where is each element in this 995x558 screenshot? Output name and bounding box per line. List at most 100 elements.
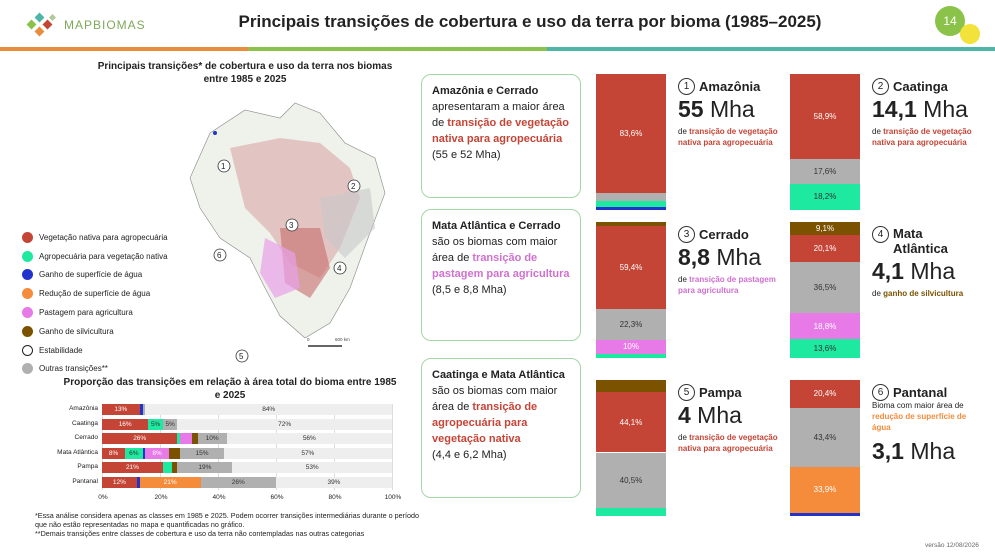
footnote-line: *Essa análise considera apenas as classe…	[35, 511, 419, 529]
svg-text:6: 6	[217, 251, 222, 260]
hchart-segment: 5%	[162, 418, 178, 430]
hchart-segment: 12%	[102, 476, 137, 488]
tick-label: 60%	[270, 494, 284, 501]
hchart-segment: 6%	[125, 447, 143, 459]
biome-bar-segment: 13,6%	[790, 339, 860, 358]
biome-bar-segment	[790, 512, 860, 516]
biome-heading: 4 Mata Atlântica	[872, 226, 972, 256]
biome-bar-segment: 20,1%	[790, 234, 860, 263]
biome-bar-segment: 36,5%	[790, 262, 860, 314]
biome-bar-segment: 59,4%	[596, 226, 666, 309]
header-divider	[0, 47, 995, 51]
biome-value-unit: Mha	[690, 402, 742, 428]
legend-label: Ganho de silvicultura	[39, 326, 114, 336]
biome-value: 3,1 Mha	[872, 438, 955, 465]
desc-prefix: de	[872, 127, 884, 136]
svg-text:3: 3	[289, 221, 294, 230]
map-scale-bar: 0 600 km	[307, 337, 350, 347]
hchart-segment-stable: 84%	[145, 404, 392, 415]
hchart-segment	[162, 462, 172, 473]
legend-swatch	[22, 288, 33, 300]
biome-description: de transição de vegetação nativa para ag…	[872, 126, 974, 148]
hchart-segment-stable: 53%	[232, 462, 392, 473]
hchart-segment	[139, 404, 143, 415]
biome-value-unit: Mha	[703, 96, 755, 122]
legend-swatch	[22, 269, 33, 281]
desc-highlight: redução de superfície de água	[872, 412, 967, 432]
hchart-segment: 10%	[197, 433, 227, 444]
footnote-line: **Demais transições entre classes de cob…	[35, 529, 365, 538]
legend-item: Agropecuária para vegetação nativa	[22, 247, 168, 266]
biome-bar-segment	[596, 206, 666, 210]
biome-name: Pampa	[699, 385, 742, 400]
legend-item: Outras transições**	[22, 360, 168, 379]
biome-bar-mata-atlântica: 9,1% 20,1% 36,5% 18,8% 13,6%	[790, 222, 860, 358]
biome-bar-segment: 17,6%	[790, 158, 860, 184]
biome-value-number: 8,8	[678, 244, 710, 270]
biome-heading: 2 Caatinga	[872, 78, 948, 95]
biome-value-number: 4	[678, 402, 691, 428]
map-markers: 1 2 3 4 5 6	[213, 159, 361, 363]
card-amazonia-cerrado: Amazônia e Cerrado apresentaram a maior …	[421, 74, 581, 198]
biome-value: 14,1 Mha	[872, 96, 968, 123]
svg-text:2: 2	[351, 182, 356, 191]
hchart-row-label: Pampa	[77, 463, 98, 470]
hchart-row: 12% 21% 26% 39%	[102, 476, 392, 488]
biome-bar-segment: 18,8%	[790, 313, 860, 340]
biome-bar-segment	[596, 507, 666, 516]
card-highlight: transição de vegetação nativa para agrop…	[432, 117, 569, 145]
biome-bar-caatinga: 58,9% 17,6% 18,2%	[790, 74, 860, 210]
biome-number: 3	[678, 226, 695, 243]
svg-text:1: 1	[221, 162, 226, 171]
biome-bar-segment: 22,3%	[596, 308, 666, 340]
hchart-segment	[142, 447, 146, 459]
desc-highlight: ganho de silvicultura	[883, 289, 964, 298]
desc-prefix: de	[872, 289, 884, 298]
grid-line	[334, 404, 335, 490]
biome-bar-segment: 20,4%	[790, 380, 860, 408]
desc-highlight: transição de vegetação nativa para agrop…	[678, 127, 778, 147]
biome-bar-cerrado: 59,4% 22,3% 10%	[596, 222, 666, 358]
legend-item: Ganho de superfície de água	[22, 266, 168, 285]
desc-prefix: de	[678, 275, 690, 284]
legend-label: Vegetação nativa para agropecuária	[39, 232, 168, 242]
legend-item: Redução de superfície de água	[22, 284, 168, 303]
hchart-segment: 13%	[102, 404, 140, 415]
legend-label: Redução de superfície de água	[39, 289, 151, 299]
legend-item: Vegetação nativa para agropecuária	[22, 228, 168, 247]
hchart-segment: 19%	[177, 462, 233, 473]
biome-bar-pantanal: 20,4% 43,4% 33,9%	[790, 380, 860, 516]
legend-item: Pastagem para agricultura	[22, 303, 168, 322]
biome-heading: 3 Cerrado	[678, 226, 749, 243]
biome-description: de ganho de silvicultura	[872, 288, 974, 299]
legend-swatch	[22, 231, 33, 243]
hchart-segment	[191, 433, 198, 444]
biome-bar-segment: 43,4%	[790, 407, 860, 467]
hchart-row-label: Mata Atlântica	[57, 448, 98, 456]
legend-label: Pastagem para agricultura	[39, 308, 133, 318]
page-number-badge: 14	[935, 6, 965, 36]
card-bold: Caatinga e Mata Atlântica	[432, 369, 565, 381]
svg-text:600 km: 600 km	[335, 337, 350, 342]
hchart-segment-stable: 72%	[177, 418, 392, 430]
tick-label: 0%	[98, 494, 108, 501]
biome-value-unit: Mha	[709, 244, 762, 270]
legend-item: Estabilidade	[22, 341, 168, 360]
decorative-dot	[960, 24, 980, 44]
horizontal-bar-chart: 0% 20% 40% 60% 80% 100% Amazônia 13% 84% Caatinga…	[30, 404, 401, 504]
biome-bar-segment: 33,9%	[790, 466, 860, 513]
biome-value: 55 Mha	[678, 96, 755, 123]
logo-text: MAPBIOMAS	[64, 18, 146, 32]
logo-icon	[26, 12, 57, 37]
card-bold: Amazônia e Cerrado	[432, 85, 539, 97]
biome-bar-segment: 9,1%	[790, 222, 860, 235]
mapbiomas-logo: MAPBIOMAS	[26, 12, 146, 38]
legend-label: Ganho de superfície de água	[39, 270, 143, 280]
biome-bar-segment: 18,2%	[790, 183, 860, 210]
grid-line	[160, 404, 161, 490]
legend-swatch	[22, 363, 33, 375]
version-label: versão 12/08/2026	[925, 542, 979, 549]
svg-text:0: 0	[307, 337, 310, 342]
footnote: *Essa análise considera apenas as classe…	[35, 511, 425, 538]
biome-description: de transição de vegetação nativa para ag…	[678, 432, 780, 454]
